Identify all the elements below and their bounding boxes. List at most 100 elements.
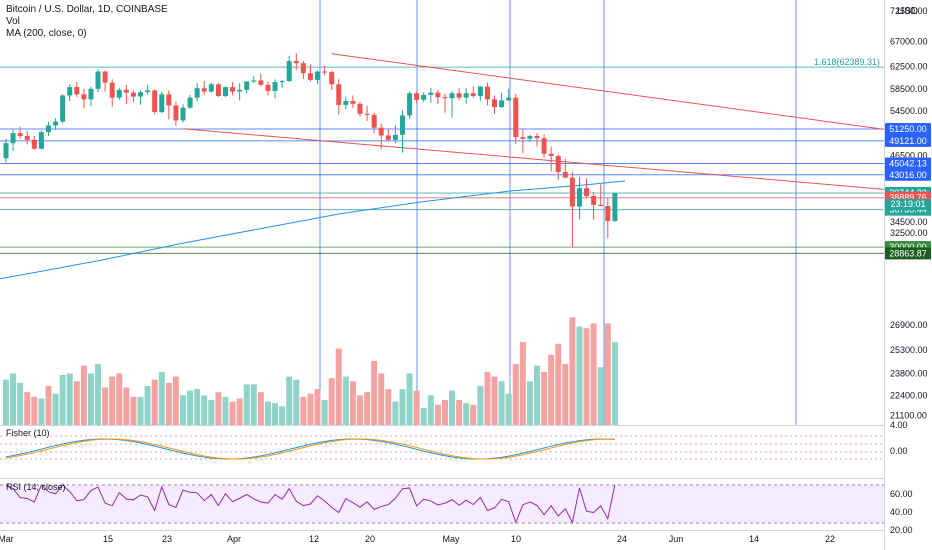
date-tick-label: 24	[617, 534, 627, 544]
fisher-trigger-line	[5, 438, 615, 460]
grid-layer	[0, 0, 884, 425]
candle-body	[484, 86, 490, 100]
price-level-badge-text: 30000.00	[889, 242, 927, 252]
candle-body	[520, 137, 526, 139]
candle-body	[300, 63, 306, 74]
price-tick-label: 22400.00	[890, 390, 928, 400]
price-tick-label: 21100.00	[890, 411, 927, 421]
candle-body	[53, 121, 59, 126]
volume-bar	[491, 376, 498, 425]
candle-body	[407, 93, 413, 116]
candle-body	[541, 138, 547, 154]
volume-bar	[45, 385, 52, 425]
candle-body	[145, 90, 151, 93]
candle-body	[3, 143, 9, 159]
volume-bar	[286, 376, 293, 425]
price-level-badge	[885, 247, 931, 260]
candle-body	[45, 125, 51, 133]
price-tick-label: 46500.00	[890, 150, 928, 160]
price-level-badge-text: 51250.00	[889, 124, 927, 134]
candle-body	[385, 135, 391, 140]
date-tick-label: 15	[103, 534, 113, 544]
price-tick-label: 54500.00	[890, 106, 928, 116]
candle-body	[492, 99, 498, 108]
candle-body	[116, 89, 122, 98]
candle-body	[548, 153, 554, 156]
candle-body	[166, 94, 172, 106]
price-level-badge-text: 49121.00	[889, 136, 927, 146]
candle-body	[562, 172, 568, 178]
volume-bar	[449, 390, 456, 425]
candle-body	[605, 205, 611, 221]
candle-body	[230, 87, 236, 92]
candle-body	[60, 95, 66, 122]
candle-body	[293, 60, 299, 64]
countdown-text: 23:19:01	[890, 199, 925, 209]
volume-bar	[123, 387, 130, 425]
volume-bar	[17, 382, 24, 425]
candle-body	[428, 92, 434, 95]
volume-bar	[229, 401, 236, 425]
volume-bar	[102, 387, 109, 425]
candle-body	[442, 97, 448, 99]
volume-bar	[541, 371, 548, 425]
candle-body	[194, 88, 200, 98]
date-tick-label: 20	[365, 534, 375, 544]
volume-bar	[222, 396, 229, 425]
price-level-badge	[885, 134, 931, 147]
date-tick-label: Jun	[669, 534, 684, 544]
date-tick-label: Mar	[0, 534, 14, 544]
volume-bar	[66, 373, 73, 425]
volume-bar	[385, 389, 392, 425]
candle-body	[258, 80, 264, 85]
date-tick-label: May	[442, 534, 460, 544]
volume-bar	[293, 379, 300, 425]
price-level-badge-text: 38889.76	[889, 193, 927, 203]
candle-body	[477, 86, 483, 96]
candle-body	[10, 133, 16, 144]
volume-bar	[10, 373, 17, 425]
candle-body	[24, 135, 30, 140]
volume-bar	[38, 398, 45, 425]
date-tick-label: 22	[825, 534, 835, 544]
volume-bar	[307, 393, 314, 425]
volume-bar	[555, 343, 562, 425]
candle-body	[506, 97, 512, 101]
volume-bar	[441, 400, 448, 425]
candle-body	[279, 80, 285, 83]
candle-body	[173, 105, 179, 121]
candle-body	[222, 87, 228, 96]
ma-label: MA (200, close, 0)	[6, 28, 87, 39]
volume-bar	[158, 371, 165, 425]
candles	[3, 53, 618, 248]
price-level-badge	[885, 157, 931, 170]
volume-bar	[357, 395, 363, 425]
candle-body	[463, 93, 469, 98]
volume-bar	[611, 342, 618, 425]
candle-body	[187, 97, 193, 108]
candle-body	[322, 71, 328, 73]
price-tick-label: 26900.00	[890, 320, 928, 330]
volume-bar	[512, 364, 519, 425]
candle-body	[237, 89, 243, 92]
candle-body	[392, 134, 398, 140]
volume-bar	[272, 403, 279, 425]
volume-label: Vol	[6, 16, 20, 27]
candle-body	[399, 115, 405, 135]
candle-body	[421, 94, 427, 100]
price-level-badge	[885, 168, 931, 181]
volume-bar	[477, 385, 484, 425]
volume-bar	[137, 396, 144, 425]
volume-bar	[24, 392, 31, 425]
candle-body	[102, 71, 108, 83]
candle-body	[612, 192, 618, 221]
candle-body	[598, 204, 604, 206]
chart-title: Bitcoin / U.S. Dollar, 1D, COINBASE	[6, 4, 168, 15]
candle-body	[215, 84, 221, 96]
candle-body	[470, 93, 476, 96]
volume-bar	[321, 400, 328, 425]
price-level-badge-text: 28863.87	[889, 248, 927, 258]
resistance-trendline	[331, 53, 885, 130]
rsi-tick-label: 60.00	[890, 489, 913, 499]
